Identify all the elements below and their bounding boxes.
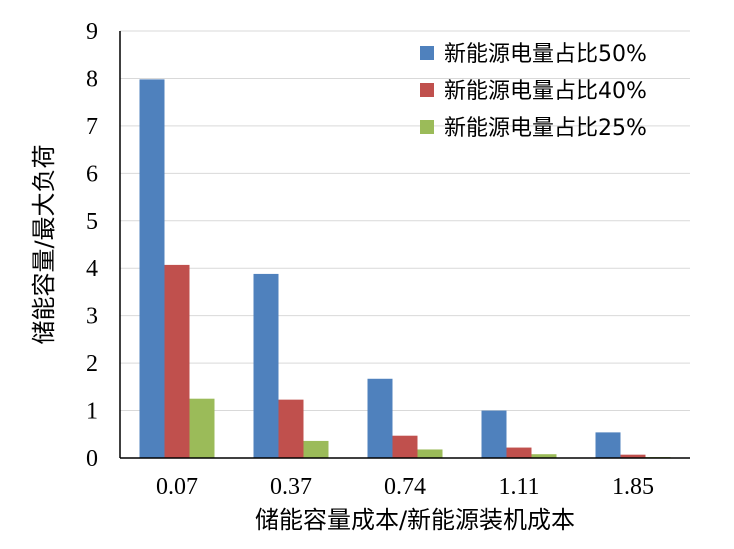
bar	[303, 440, 329, 458]
legend-swatch	[420, 120, 434, 134]
bar	[595, 432, 621, 458]
x-tick-label: 0.07	[156, 474, 198, 500]
y-tick-labels: 0 1 2 3 4 5 6 7 8 9	[86, 19, 98, 472]
bar	[506, 447, 532, 458]
y-axis-title: 储能容量/最大负荷	[30, 144, 58, 344]
bar	[253, 273, 279, 458]
bar	[139, 79, 165, 458]
bar	[367, 378, 393, 458]
y-tick-label: 1	[86, 399, 98, 425]
bar	[189, 398, 215, 458]
y-tick-label: 4	[86, 256, 98, 282]
legend: 新能源电量占比50% 新能源电量占比40% 新能源电量占比25%	[420, 42, 647, 141]
bar	[531, 454, 557, 458]
y-tick-label: 6	[86, 161, 98, 187]
y-tick-label: 0	[86, 446, 98, 472]
x-tick-label: 1.85	[612, 474, 654, 500]
legend-label: 新能源电量占比50%	[444, 42, 647, 67]
legend-label: 新能源电量占比25%	[444, 116, 647, 141]
x-axis-title: 储能容量成本/新能源装机成本	[255, 506, 575, 534]
bar	[620, 454, 646, 458]
y-tick-label: 2	[86, 351, 98, 377]
bars	[139, 79, 671, 458]
bar	[481, 410, 507, 458]
bar	[164, 264, 190, 458]
y-tick-label: 3	[86, 304, 98, 330]
x-tick-label: 1.11	[498, 474, 539, 500]
y-tick-label: 9	[86, 19, 98, 45]
y-tick-label: 5	[86, 209, 98, 235]
x-tick-labels: 0.07 0.37 0.74 1.11 1.85	[156, 474, 654, 500]
legend-swatch	[420, 46, 434, 60]
x-tick-label: 0.74	[384, 474, 426, 500]
x-tick-label: 0.37	[270, 474, 312, 500]
gridlines	[120, 30, 690, 412]
y-tick-label: 8	[86, 66, 98, 92]
bar	[392, 435, 418, 458]
bar	[278, 399, 304, 458]
bar	[417, 449, 443, 458]
legend-label: 新能源电量占比40%	[444, 79, 647, 104]
y-tick-label: 7	[86, 114, 98, 140]
legend-swatch	[420, 83, 434, 97]
